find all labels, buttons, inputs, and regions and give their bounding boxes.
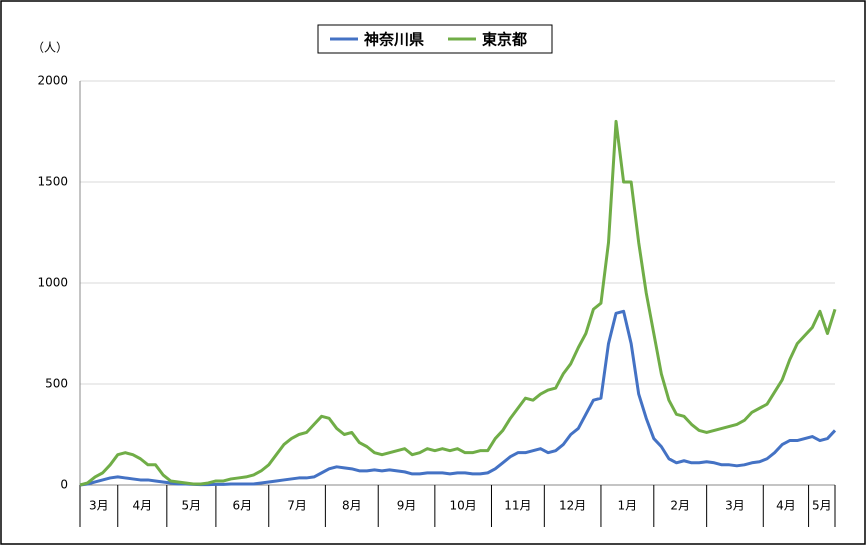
x-tick-label: 5月 — [182, 499, 202, 513]
legend-label: 神奈川県 — [364, 31, 424, 49]
series-line — [79, 119, 837, 487]
y-axis-label: （人） — [32, 41, 68, 55]
y-tick-label: 500 — [45, 377, 68, 391]
x-tick-label: 4月 — [132, 499, 152, 513]
y-tick-label: 1000 — [37, 276, 68, 290]
x-tick-label: 5月 — [812, 499, 832, 513]
x-tick-label: 3月 — [725, 499, 745, 513]
x-tick-label: 9月 — [397, 499, 417, 513]
x-tick-label: 11月 — [504, 499, 531, 513]
x-tick-label: 3月 — [89, 499, 109, 513]
y-tick-label: 2000 — [37, 74, 68, 88]
legend-label: 東京都 — [482, 31, 527, 49]
x-tick-label: 6月 — [233, 499, 253, 513]
x-tick-label: 10月 — [450, 499, 477, 513]
x-tick-label: 7月 — [287, 499, 307, 513]
x-tick-label: 12月 — [559, 499, 586, 513]
x-tick-label: 4月 — [776, 499, 796, 513]
y-tick-label: 0 — [60, 478, 68, 492]
x-tick-label: 1月 — [618, 499, 638, 513]
x-tick-label: 2月 — [670, 499, 690, 513]
x-tick-label: 8月 — [342, 499, 362, 513]
y-tick-label: 1500 — [37, 175, 68, 189]
